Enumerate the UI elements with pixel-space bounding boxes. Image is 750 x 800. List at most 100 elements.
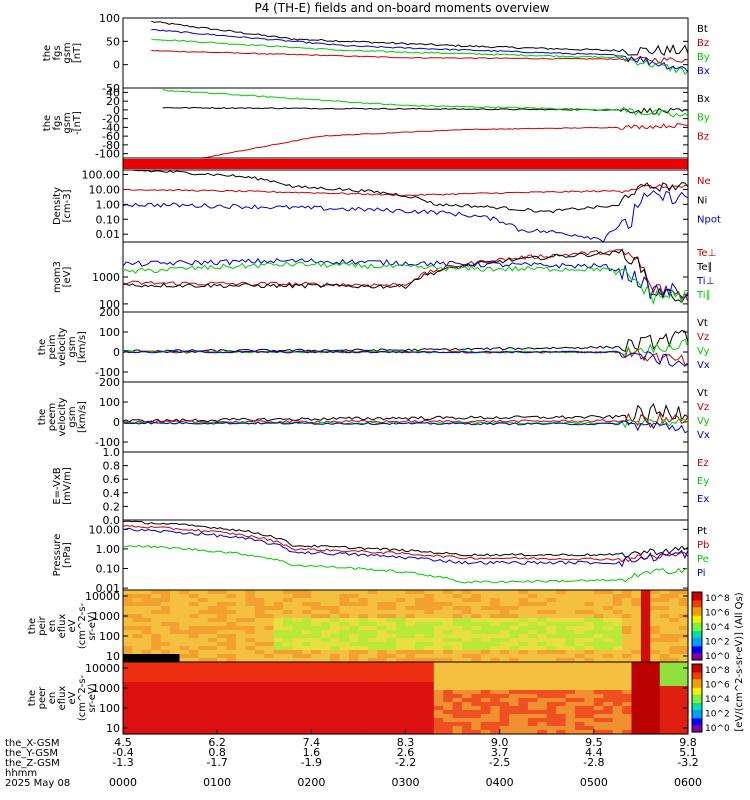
- spectrogram-cell: [659, 662, 670, 667]
- spectrogram-cell: [141, 658, 152, 663]
- spectrogram-cell: [367, 594, 378, 599]
- colorbar-segment: [692, 629, 702, 632]
- spectrogram-cell: [414, 726, 425, 731]
- spectrogram-cell: [556, 590, 567, 595]
- spectrogram-cell: [669, 606, 680, 611]
- spectrogram-cell: [659, 682, 670, 687]
- spectrogram-cell: [170, 714, 181, 719]
- spectrogram-cell: [631, 618, 642, 623]
- spectrogram-cell: [537, 650, 548, 655]
- y-axis-label-line: gsm: [62, 42, 73, 63]
- spectrogram-cell: [170, 682, 181, 687]
- spectrogram-cell: [405, 634, 416, 639]
- spectrogram-cell: [330, 646, 341, 651]
- spectrogram-cell: [273, 682, 284, 687]
- spectrogram-cell: [565, 622, 576, 627]
- spectrogram-cell: [320, 722, 331, 727]
- spectrogram-cell: [471, 642, 482, 647]
- spectrogram-cell: [546, 622, 557, 627]
- spectrogram-cell: [509, 698, 520, 703]
- spectrogram-cell: [414, 622, 425, 627]
- spectrogram-cell: [612, 594, 623, 599]
- spectrogram-cell: [141, 610, 152, 615]
- spectrogram-cell: [499, 658, 510, 663]
- spectrogram-cell: [499, 674, 510, 679]
- spectrogram-cell: [283, 714, 294, 719]
- series-line-Bz: [202, 123, 689, 159]
- spectrogram-cell: [659, 730, 670, 735]
- spectrogram-cell: [612, 666, 623, 671]
- spectrogram-cell: [631, 634, 642, 639]
- spectrogram-cell: [292, 610, 303, 615]
- spectrogram-cell: [273, 650, 284, 655]
- spectrogram-cell: [414, 718, 425, 723]
- spectrogram-cell: [301, 730, 312, 735]
- spectrogram-cell: [349, 718, 359, 723]
- spectrogram-cell: [480, 614, 491, 619]
- spectrogram-cell: [339, 666, 350, 671]
- spectrogram-cell: [631, 594, 642, 599]
- spectrogram-cell: [198, 602, 209, 607]
- spectrogram-cell: [123, 698, 133, 703]
- spectrogram-cell: [358, 642, 369, 647]
- series-line-Te∥: [122, 248, 689, 304]
- spectrogram-cell: [527, 630, 538, 635]
- spectrogram-cell: [207, 714, 218, 719]
- spectrogram-cell: [141, 718, 152, 723]
- spectrogram-cell: [151, 690, 162, 695]
- spectrogram-cell: [490, 726, 501, 731]
- spectrogram-cell: [217, 710, 228, 715]
- spectrogram-cell: [640, 650, 651, 655]
- spectrogram-cell: [546, 594, 557, 599]
- spectrogram-cell: [537, 702, 548, 707]
- spectrogram-cell: [527, 634, 538, 639]
- spectrogram-cell: [593, 650, 604, 655]
- colorbar-segment: [692, 622, 702, 625]
- spectrogram-cell: [612, 714, 623, 719]
- spectrogram-cell: [132, 674, 143, 679]
- spectrogram-cell: [330, 666, 341, 671]
- spectrogram-cell: [292, 706, 303, 711]
- spectrogram-cell: [160, 618, 171, 623]
- y-axis-label-line: en: [47, 692, 58, 705]
- spectrogram-cell: [349, 650, 359, 655]
- spectrogram-cell: [386, 598, 397, 603]
- spectrogram-cell: [584, 650, 595, 655]
- spectrogram-cell: [367, 646, 378, 651]
- spectrogram-cell: [198, 694, 209, 699]
- spectrogram-cell: [603, 590, 614, 595]
- spectrogram-cell: [179, 594, 190, 599]
- spectrogram-cell: [556, 674, 567, 679]
- spectrogram-cell: [245, 650, 256, 655]
- spectrogram-cell: [264, 714, 275, 719]
- spectrogram-cell: [330, 722, 341, 727]
- spectrogram-cell: [151, 650, 162, 655]
- spectrogram-cell: [132, 646, 143, 651]
- spectrogram-cell: [217, 686, 228, 691]
- y-axis-label-line: peem: [47, 403, 58, 431]
- spectrogram-cell: [669, 642, 680, 647]
- spectrogram-cell: [283, 622, 294, 627]
- spectrogram-cell: [236, 650, 246, 655]
- colorbar-segment: [692, 725, 702, 728]
- spectrogram-cell: [575, 614, 585, 619]
- spectrogram-cell: [509, 606, 520, 611]
- spectrogram-cell: [349, 670, 359, 675]
- spectrogram-cell: [320, 602, 331, 607]
- x-row-value: 1.6: [303, 746, 321, 759]
- spectrogram-cell: [339, 702, 350, 707]
- spectrogram-cell: [141, 642, 152, 647]
- spectrogram-cell: [546, 698, 557, 703]
- spectrogram-cell: [471, 666, 482, 671]
- spectrogram-cell: [245, 666, 256, 671]
- colorbar-segment: [692, 636, 702, 639]
- spectrogram-cell: [640, 698, 651, 703]
- spectrogram-cell: [414, 670, 425, 675]
- spectrogram-cell: [311, 654, 322, 659]
- spectrogram-cell: [386, 702, 397, 707]
- spectrogram-cell: [527, 686, 538, 691]
- spectrogram-cell: [650, 602, 661, 607]
- spectrogram-cell: [386, 694, 397, 699]
